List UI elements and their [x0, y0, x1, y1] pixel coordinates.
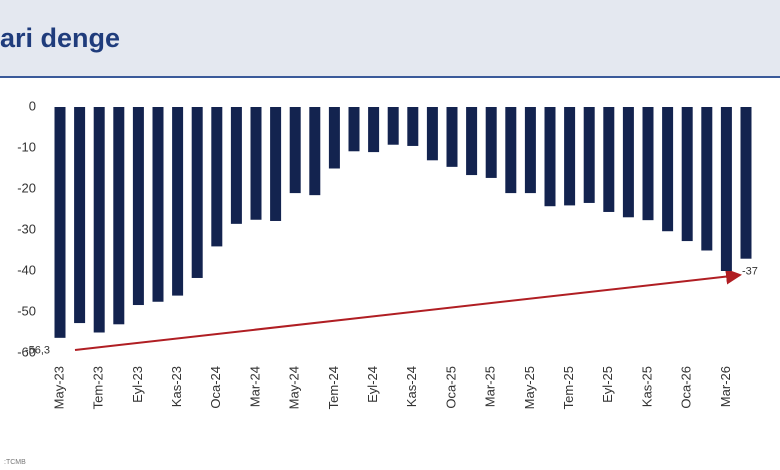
- bar: [250, 107, 262, 220]
- x-tick-label: Kas-25: [639, 366, 654, 407]
- bar: [113, 107, 125, 325]
- x-tick-label: Oca-25: [443, 366, 458, 409]
- bar: [505, 107, 517, 194]
- bar: [270, 107, 282, 221]
- bar: [348, 107, 360, 152]
- bar: [426, 107, 438, 161]
- y-tick-label: -60: [17, 344, 36, 359]
- y-tick-label: -20: [17, 180, 36, 195]
- bar: [603, 107, 615, 212]
- bar: [132, 107, 144, 306]
- x-tick-label: Tem-23: [91, 366, 106, 409]
- bar: [309, 107, 321, 196]
- bar: [289, 107, 301, 194]
- y-tick-label: -50: [17, 303, 36, 318]
- header-band: [0, 0, 780, 76]
- bar: [152, 107, 164, 302]
- value-label: -56,3: [25, 345, 50, 357]
- x-tick-label: Tem-25: [561, 366, 576, 409]
- bar: [93, 107, 105, 333]
- x-tick-label: Mar-25: [483, 366, 498, 407]
- x-tick-label: May-24: [287, 366, 302, 409]
- bar: [54, 107, 66, 338]
- bar: [407, 107, 419, 146]
- x-tick-label: Mar-26: [718, 366, 733, 407]
- x-tick-label: May-23: [51, 366, 66, 409]
- bar: [191, 107, 203, 278]
- bar: [368, 107, 380, 153]
- bar: [544, 107, 556, 207]
- value-label: -37: [742, 266, 758, 278]
- bar: [642, 107, 654, 221]
- bar: [172, 107, 184, 296]
- y-tick-label: -30: [17, 221, 36, 236]
- chart-title: ari denge: [0, 23, 120, 53]
- x-tick-label: Oca-24: [208, 366, 223, 409]
- x-tick-label: Mar-24: [247, 366, 262, 407]
- source: :TCMB: [4, 459, 26, 466]
- bar: [564, 107, 576, 206]
- bar: [583, 107, 595, 203]
- bar: [681, 107, 693, 242]
- bar: [662, 107, 674, 232]
- x-tick-label: Kas-23: [169, 366, 184, 407]
- x-tick-label: Eyl-25: [600, 366, 615, 403]
- bar: [211, 107, 223, 247]
- bar: [466, 107, 478, 176]
- y-tick-label: 0: [29, 98, 36, 113]
- bar: [485, 107, 497, 178]
- y-tick-label: -40: [17, 262, 36, 277]
- bar: [446, 107, 458, 167]
- bar: [740, 107, 752, 259]
- bar: [230, 107, 242, 224]
- x-tick-label: Eyl-24: [365, 366, 380, 403]
- bar: [701, 107, 713, 251]
- trend-arrow: [74, 268, 742, 351]
- x-tick-label: Tem-24: [326, 366, 341, 409]
- bar: [387, 107, 399, 145]
- x-tick-label: May-25: [522, 366, 537, 409]
- y-tick-label: -10: [17, 139, 36, 154]
- x-tick-label: Kas-24: [404, 366, 419, 407]
- bar: [720, 107, 732, 271]
- bar: [74, 107, 86, 324]
- x-tick-label: Oca-26: [679, 366, 694, 409]
- bar: [328, 107, 340, 169]
- bar: [622, 107, 634, 218]
- x-tick-label: Eyl-23: [130, 366, 145, 403]
- bar: [524, 107, 536, 194]
